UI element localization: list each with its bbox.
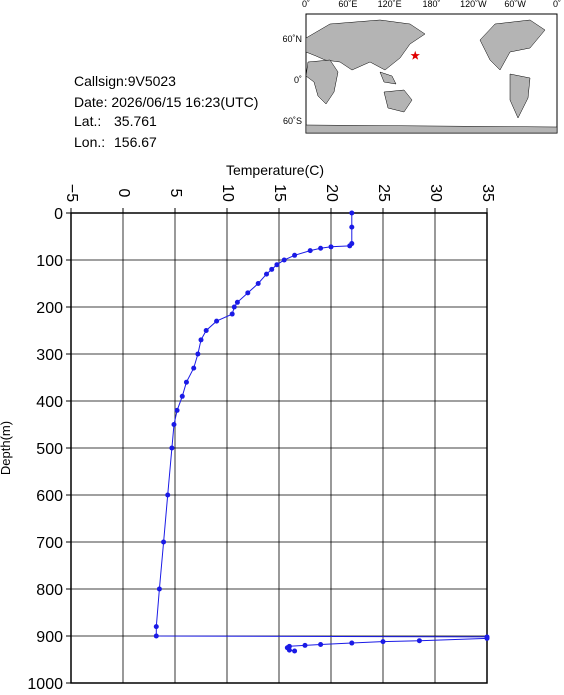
- x-tick-label: 0: [115, 189, 132, 198]
- profile-point: [307, 248, 313, 254]
- x-tick-label: −5: [63, 184, 80, 202]
- map: [305, 13, 558, 134]
- map-lon-label: 60˚W: [504, 0, 526, 9]
- y-tick-label: 900: [36, 629, 63, 646]
- x-tick-label: 10: [219, 184, 236, 202]
- profile-point: [416, 638, 422, 644]
- profile-point: [179, 393, 185, 399]
- profile-point: [198, 337, 204, 343]
- profile-point: [328, 244, 334, 250]
- map-lon-label: 0˚: [553, 0, 561, 9]
- y-tick-label: 100: [36, 253, 63, 270]
- x-tick-label: 20: [323, 184, 340, 202]
- profile-point: [347, 243, 353, 249]
- map-lon-label: 120˚W: [460, 0, 487, 9]
- profile-point: [318, 245, 324, 251]
- profile-point: [281, 257, 287, 263]
- lon: 156.67: [114, 134, 157, 150]
- y-tick-label: 800: [36, 582, 63, 599]
- profile-point: [302, 642, 308, 648]
- map-lat-label: 60˚N: [282, 34, 302, 44]
- profile-point: [274, 262, 280, 268]
- map-lon-label: 0˚: [302, 0, 310, 9]
- profile-point: [349, 224, 355, 230]
- callsign: Callsign:9V5023: [74, 73, 176, 89]
- map-lat-label: 60˚S: [283, 116, 302, 126]
- chart-title: Temperature(C): [226, 162, 324, 178]
- y-tick-label: 200: [36, 300, 63, 317]
- profile-point: [286, 647, 292, 653]
- profile-point: [174, 407, 180, 413]
- x-tick-label: 30: [427, 184, 444, 202]
- profile-point: [156, 586, 162, 592]
- position-marker: [410, 50, 420, 60]
- profile-point: [349, 210, 355, 216]
- profile-point: [380, 639, 386, 645]
- land: [305, 19, 558, 134]
- map-lat-label: 0˚: [294, 75, 302, 85]
- profile-point: [318, 641, 324, 647]
- profile-point: [161, 539, 167, 545]
- x-tick-label: 15: [271, 184, 288, 202]
- profile-point: [484, 635, 490, 641]
- y-tick-label: 700: [36, 535, 63, 552]
- profile-line: [155, 213, 488, 652]
- profile-point: [349, 640, 355, 646]
- profile-point: [234, 299, 240, 305]
- lat-label: Lat.:: [74, 113, 101, 129]
- profile-point: [195, 351, 201, 357]
- profile-point: [183, 379, 189, 385]
- x-tick-label: 25: [375, 184, 392, 202]
- lat: 35.761: [114, 113, 157, 129]
- profile-point: [214, 318, 220, 324]
- y-tick-label: 600: [36, 488, 63, 505]
- profile-point: [229, 311, 235, 317]
- map-lon-label: 120˚E: [378, 0, 402, 9]
- x-tick-label: 5: [167, 189, 184, 198]
- map-lon-label: 180˚: [422, 0, 440, 9]
- profile-point: [169, 445, 175, 451]
- y-tick-label: 0: [54, 206, 63, 223]
- profile-point: [153, 624, 159, 630]
- profile-point: [269, 266, 275, 272]
- profile-point: [292, 648, 298, 654]
- profile-point: [171, 422, 177, 427]
- x-tick-label: 35: [479, 184, 496, 202]
- profile-point: [255, 281, 261, 286]
- date: Date: 2026/06/15 16:23(UTC): [74, 94, 258, 110]
- profile-point: [153, 633, 159, 639]
- profile-point: [191, 365, 197, 371]
- profile-point: [264, 271, 270, 277]
- profile-point: [245, 290, 251, 296]
- y-tick-label: 300: [36, 347, 63, 364]
- y-tick-label: 500: [36, 441, 63, 458]
- profile-point: [231, 304, 237, 310]
- profile-point: [292, 252, 298, 258]
- y-tick-label: 400: [36, 394, 63, 411]
- y-tick-label: 1000: [27, 676, 63, 690]
- profile-point: [165, 492, 171, 498]
- map-lon-label: 60˚E: [338, 0, 357, 9]
- y-axis-label: Depth(m): [0, 421, 13, 475]
- profile-point: [203, 328, 209, 333]
- plot-frame: [70, 212, 488, 684]
- lon-label: Lon.:: [74, 134, 105, 150]
